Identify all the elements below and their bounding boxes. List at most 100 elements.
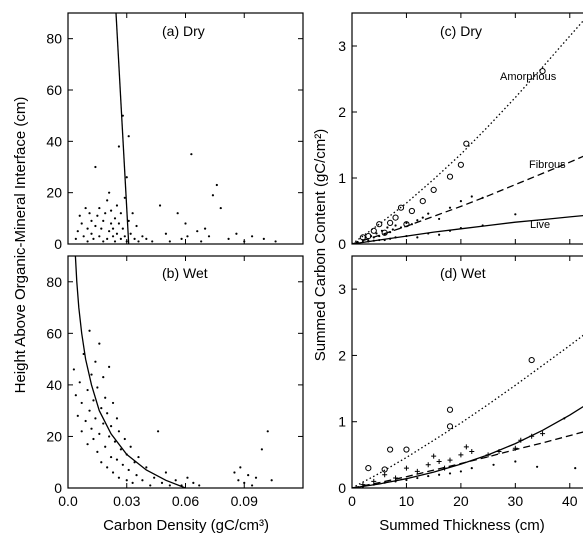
panel-d-point-amorphous: [446, 423, 454, 430]
panel-b-data-point: [106, 412, 109, 415]
panel-a-data-point: [131, 212, 134, 215]
panel-b-data-point: [90, 427, 93, 430]
panel-b-y-tick-label: 80: [46, 274, 62, 290]
panel-a-data-point: [186, 235, 189, 238]
panel-a-data-point: [184, 222, 187, 225]
panel-a-data-point: [102, 219, 105, 222]
panel-b-data-point: [141, 479, 144, 482]
panel-b-data-point: [125, 479, 128, 482]
panel-a-data-point: [151, 240, 154, 243]
panel-b-data-point: [113, 440, 117, 443]
panel-c-point-amorphous: [463, 140, 470, 147]
panel-d-point-fibrous: [436, 458, 442, 464]
panel-d-point-fibrous: [512, 445, 518, 451]
panel-b: 0 20 40 60 80 0.0 0.03 0.06 0.09 (b) Wet Carbon …: [46, 255, 304, 534]
panel-b-data-point: [127, 468, 130, 472]
panel-c-point-fibrous: [399, 226, 403, 229]
panel-c-point-fibrous: [448, 206, 452, 209]
panel-a-data-point: [141, 235, 144, 238]
panel-c-point-live: [372, 239, 375, 242]
panel-c-point-fibrous: [386, 226, 389, 229]
panel-d-point-live: [372, 483, 375, 486]
panel-d-x-tick-label: 0: [348, 493, 356, 509]
panel-b-data-point: [137, 455, 140, 459]
panel-a-data-point: [145, 237, 148, 240]
panel-d-point-live: [514, 460, 517, 463]
panel-b-data-point: [266, 430, 269, 433]
panel-d-point-fibrous: [393, 475, 399, 481]
panel-a-data-point: [115, 232, 119, 235]
panel-c-point-amorphous: [387, 219, 394, 226]
panel-b-data-point: [243, 481, 246, 484]
panel-b-data-point: [198, 484, 201, 487]
panel-b-data-point: [86, 443, 89, 446]
panel-a-data-point: [119, 212, 122, 215]
annotation-amorphous: Amorphous: [500, 71, 557, 83]
panel-b-x-tick-label: 0.06: [172, 493, 199, 509]
panel-d-x-tick-label: 10: [399, 493, 415, 509]
panel-a-data-point: [219, 206, 222, 210]
panel-a-data-point: [94, 224, 97, 228]
panel-b-data-point: [115, 417, 119, 420]
panel-a-data-point: [104, 212, 107, 215]
panel-a-data-point: [82, 235, 85, 238]
panel-c-point-amorphous: [392, 214, 399, 221]
panel-b-y-tick-label: 40: [46, 377, 62, 393]
panel-a-data-point: [121, 114, 124, 117]
panel-c-point-amorphous: [419, 198, 426, 205]
panel-b-data-point: [270, 479, 273, 482]
panel-c-point-live: [378, 238, 381, 242]
panel-b-data-point: [121, 463, 124, 466]
panel-b-data-point: [117, 476, 121, 479]
panel-b-data-point: [153, 476, 156, 479]
panel-a-data-point: [106, 237, 109, 240]
panel-c-point-live: [367, 240, 370, 243]
panel-a-data-point: [211, 194, 215, 197]
panel-d-point-live: [563, 417, 566, 420]
panel-b-data-point: [250, 484, 254, 487]
panel-b-data-point: [156, 430, 160, 433]
panel-b-data-point: [186, 476, 189, 479]
panel-d-point-fibrous: [518, 437, 524, 443]
panel-c-ticks: 0 1 2 3: [338, 13, 571, 252]
panel-b-data-point: [80, 401, 83, 405]
panel-b-data-point: [96, 386, 99, 389]
panel-b-data-point: [98, 432, 101, 435]
annotation-fibrous: Fibrous: [529, 159, 566, 171]
panel-a-data-point: [106, 199, 109, 202]
panel-a-data-point: [117, 222, 121, 225]
panel-a-data-point: [123, 235, 126, 238]
panel-b-data-point: [135, 474, 138, 477]
panel-c-point-fibrous: [389, 231, 392, 234]
panel-d-point-live: [492, 463, 495, 466]
panel-c-fit-curve-amorphous: [352, 20, 583, 244]
panel-b-data-point: [108, 435, 111, 438]
panel-a-y-tick-label: 60: [46, 82, 62, 98]
panel-a-data-point: [117, 145, 121, 148]
panel-b-data-point: [149, 484, 152, 487]
panel-d-point-fibrous: [414, 468, 420, 474]
panel-c-fit-curve-live: [352, 214, 583, 244]
panel-d-point-live: [427, 474, 430, 478]
panel-b-data-point: [96, 450, 99, 454]
panel-c-point-fibrous: [369, 234, 373, 238]
panel-a-data-point: [115, 204, 119, 207]
panel-a-data-point: [137, 240, 140, 243]
panel-b-data-point: [92, 437, 95, 441]
panel-a-data-point: [84, 206, 87, 210]
panel-d-point-fibrous: [371, 478, 377, 484]
panel-c-point-fibrous: [383, 233, 386, 236]
panel-a-data-point: [100, 227, 103, 230]
panel-d-point-amorphous: [528, 356, 535, 364]
panel-c-point-live: [361, 240, 364, 244]
panel-a-data-point: [86, 227, 89, 230]
panel-d-title: (d) Wet: [440, 265, 486, 281]
panel-c-y-tick-label: 0: [338, 236, 346, 252]
panel-b-data-point: [88, 409, 91, 412]
panel-c-point-fibrous: [361, 238, 364, 242]
panel-a-data-point: [108, 191, 111, 194]
panel-b-x-axis-title: Carbon Density (gC/cm³): [103, 517, 269, 534]
panel-a-data-point: [102, 240, 105, 243]
panel-d-point-live: [405, 478, 408, 482]
